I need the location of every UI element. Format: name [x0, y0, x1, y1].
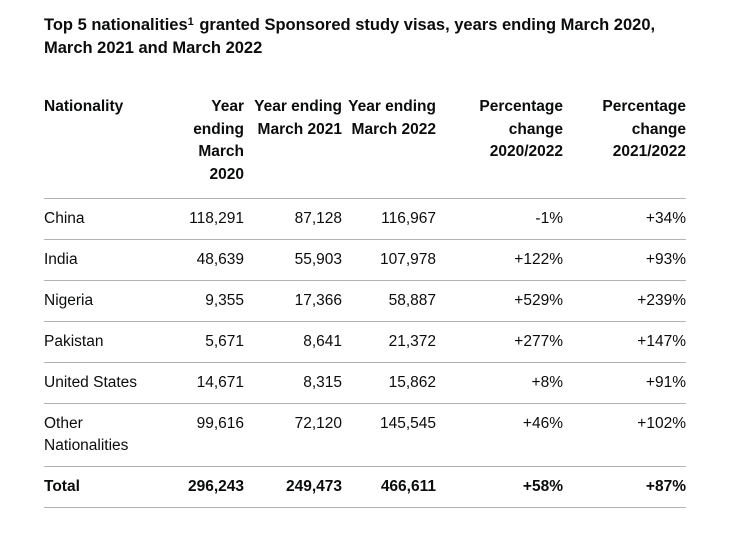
cell-year-2022: 15,862: [342, 362, 436, 404]
visa-table: Nationality Year ending March 2020 Year …: [44, 96, 686, 508]
table-row: China 118,291 87,128 116,967 -1% +34%: [44, 198, 686, 240]
cell-nationality: Other Nationalities: [44, 403, 162, 467]
cell-year-2021: 55,903: [244, 239, 342, 281]
cell-change-2020-2022: +8%: [436, 362, 563, 404]
table-row: United States 14,671 8,315 15,862 +8% +91%: [44, 362, 686, 404]
cell-year-2020: 48,639: [162, 239, 244, 281]
total-row: Total 296,243 249,473 466,611 +58% +87%: [44, 466, 686, 508]
header-row: Nationality Year ending March 2020 Year …: [44, 96, 686, 199]
cell-year-2022: 116,967: [342, 198, 436, 240]
cell-nationality: China: [44, 198, 162, 240]
cell-change-2021-2022: +34%: [563, 198, 686, 240]
cell-change-2020-2022: +277%: [436, 321, 563, 363]
header-year-2022: Year ending March 2022: [342, 96, 436, 199]
table-row: Nigeria 9,355 17,366 58,887 +529% +239%: [44, 280, 686, 322]
footnote-marker[interactable]: 1: [187, 16, 194, 28]
cell-year-2020: 118,291: [162, 198, 244, 240]
caption-text-continued: granted Sponsored study visas, years end…: [44, 16, 656, 57]
header-year-2021: Year ending March 2021: [244, 96, 342, 199]
cell-change-2021-2022: +91%: [563, 362, 686, 404]
cell-change-2021-2022: +147%: [563, 321, 686, 363]
cell-year-2022: 21,372: [342, 321, 436, 363]
cell-year-2021: 72,120: [244, 403, 342, 467]
cell-nationality: Pakistan: [44, 321, 162, 363]
table-caption: Top 5 nationalities1 granted Sponsored s…: [44, 14, 704, 60]
cell-year-2021: 8,641: [244, 321, 342, 363]
cell-change-2020-2022: -1%: [436, 198, 563, 240]
table-row: India 48,639 55,903 107,978 +122% +93%: [44, 239, 686, 281]
total-nationality: Total: [44, 466, 162, 508]
cell-change-2020-2022: +529%: [436, 280, 563, 322]
cell-year-2020: 99,616: [162, 403, 244, 467]
nationality-label: China: [44, 209, 85, 227]
header-change-2020-2022: Percentage change 2020/2022: [436, 96, 563, 199]
cell-nationality: United States: [44, 362, 162, 404]
cell-change-2021-2022: +239%: [563, 280, 686, 322]
nationality-label: India: [44, 250, 78, 268]
total-year-2020: 296,243: [162, 466, 244, 508]
total-change-2020-2022: +58%: [436, 466, 563, 508]
header-nationality: Nationality: [44, 96, 162, 199]
cell-change-2021-2022: +102%: [563, 403, 686, 467]
cell-year-2020: 9,355: [162, 280, 244, 322]
cell-nationality: Nigeria: [44, 280, 162, 322]
cell-change-2021-2022: +93%: [563, 239, 686, 281]
header-year-2020: Year ending March 2020: [162, 96, 244, 199]
cell-year-2021: 8,315: [244, 362, 342, 404]
header-change-2021-2022: Percentage change 2021/2022: [563, 96, 686, 199]
cell-year-2021: 87,128: [244, 198, 342, 240]
caption-text: Top 5 nationalities: [44, 16, 188, 34]
cell-nationality: India: [44, 239, 162, 281]
nationality-label: Pakistan: [44, 332, 104, 350]
table-row: Pakistan 5,671 8,641 21,372 +277% +147%: [44, 321, 686, 363]
cell-change-2020-2022: +122%: [436, 239, 563, 281]
cell-year-2022: 58,887: [342, 280, 436, 322]
table-row: Other Nationalities 99,616 72,120 145,545 +4…: [44, 403, 686, 467]
cell-year-2021: 17,366: [244, 280, 342, 322]
total-year-2022: 466,611: [342, 466, 436, 508]
cell-change-2020-2022: +46%: [436, 403, 563, 467]
total-change-2021-2022: +87%: [563, 466, 686, 508]
nationality-label: Nigeria: [44, 291, 94, 309]
cell-year-2020: 5,671: [162, 321, 244, 363]
nationality-label: United States: [44, 373, 138, 391]
cell-year-2022: 107,978: [342, 239, 436, 281]
nationality-label: Other Nationalities: [44, 414, 129, 454]
total-year-2021: 249,473: [244, 466, 342, 508]
cell-year-2020: 14,671: [162, 362, 244, 404]
cell-year-2022: 145,545: [342, 403, 436, 467]
